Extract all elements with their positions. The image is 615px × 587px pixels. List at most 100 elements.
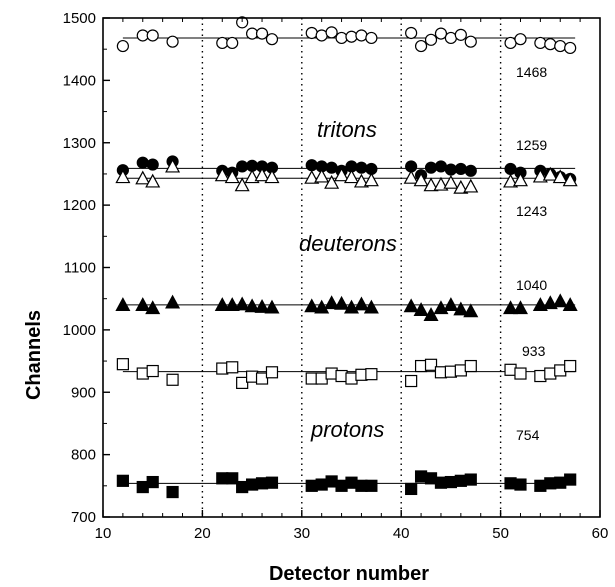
data-point-filled-square — [146, 475, 159, 489]
data-point-open-triangle — [353, 173, 369, 188]
label-1468: 1468 — [516, 64, 547, 80]
data-point-open-triangle — [135, 170, 151, 185]
data-point-filled-triangle — [244, 298, 260, 313]
data-point-filled-triangle — [453, 301, 469, 316]
data-point-open-triangle — [145, 173, 161, 188]
data-point-filled-square — [405, 482, 418, 496]
data-point-filled-circle — [434, 160, 448, 173]
label-protons: protons — [310, 417, 384, 442]
data-point-open-square — [564, 359, 577, 373]
data-point-filled-triangle — [542, 295, 558, 310]
label-tritons: tritons — [317, 117, 377, 142]
fit-lines — [122, 37, 576, 484]
data-point-open-triangle — [244, 169, 260, 184]
data-point-open-square — [365, 368, 378, 381]
data-points — [115, 16, 578, 499]
data-point-filled-circle — [444, 163, 457, 176]
data-point-open-circle — [116, 39, 129, 53]
data-point-open-circle — [265, 33, 279, 46]
y-tick-label-1000: 1000 — [63, 322, 96, 339]
data-point-filled-triangle — [403, 298, 419, 313]
data-point-open-circle — [305, 26, 318, 40]
y-tick-label-1100: 1100 — [64, 260, 96, 277]
data-point-open-triangle — [214, 167, 230, 182]
data-point-open-square — [226, 361, 239, 374]
x-tick-label-20: 20 — [194, 525, 211, 542]
data-point-filled-triangle — [214, 297, 230, 312]
data-point-filled-triangle — [115, 297, 131, 312]
axis-ticks: 10 20 30 40 50 60 700 800 900 1000 1100 1200 1300 140… — [63, 10, 609, 542]
y-axis-title: Channels — [23, 310, 45, 400]
data-point-open-triangle — [254, 167, 270, 182]
data-point-filled-square — [564, 473, 577, 486]
data-point-open-circle — [534, 36, 547, 50]
data-point-open-circle — [464, 35, 477, 48]
data-point-filled-triangle — [503, 300, 519, 315]
data-point-filled-square — [226, 472, 239, 485]
data-point-filled-triangle — [443, 297, 459, 312]
data-point-open-circle — [444, 31, 457, 45]
x-tick-label-40: 40 — [393, 525, 410, 542]
data-point-filled-circle — [424, 161, 438, 174]
data-point-filled-circle — [136, 156, 149, 169]
data-point-filled-triangle — [363, 299, 379, 314]
data-point-open-circle — [335, 31, 348, 45]
data-point-open-triangle — [512, 172, 528, 187]
data-point-open-triangle — [334, 167, 350, 182]
data-point-open-circle — [255, 27, 269, 40]
data-point-filled-triangle — [532, 297, 548, 312]
data-point-filled-triangle — [463, 303, 479, 318]
data-point-open-triangle — [304, 169, 320, 184]
data-point-filled-circle — [305, 159, 318, 172]
y-tick-label-1200: 1200 — [63, 197, 96, 214]
data-point-open-triangle — [433, 176, 449, 191]
x-tick-label-10: 10 — [95, 525, 112, 542]
data-point-filled-triangle — [304, 298, 320, 313]
data-point-open-circle — [424, 33, 438, 46]
data-point-open-triangle — [324, 174, 340, 189]
data-point-filled-square — [166, 485, 179, 499]
data-point-open-triangle — [363, 172, 379, 187]
data-point-open-circle — [544, 38, 557, 51]
label-754: 754 — [516, 427, 540, 443]
data-point-open-triangle — [542, 166, 558, 181]
data-point-filled-triangle — [423, 307, 439, 322]
data-point-open-square — [464, 359, 477, 373]
y-tick-label-700: 700 — [71, 509, 96, 526]
data-point-filled-triangle — [552, 293, 568, 308]
data-point-open-circle — [166, 35, 179, 48]
y-tick-label-1500: 1500 — [63, 10, 96, 27]
data-point-open-square — [166, 373, 179, 386]
data-point-filled-triangle — [334, 295, 350, 310]
data-point-filled-triangle — [234, 296, 250, 311]
data-point-open-triangle — [165, 158, 181, 173]
data-point-filled-square — [365, 479, 378, 492]
data-point-open-triangle — [552, 169, 568, 184]
data-point-filled-triangle — [135, 297, 151, 312]
data-point-open-square — [236, 376, 249, 389]
data-point-open-circle — [325, 26, 338, 39]
data-point-filled-triangle — [413, 302, 429, 317]
data-point-open-triangle — [503, 173, 519, 188]
data-point-open-circle — [355, 29, 368, 42]
data-point-filled-square — [514, 478, 527, 491]
data-point-open-triangle — [562, 172, 578, 187]
data-point-open-circle — [226, 36, 239, 50]
y-tick-label-1400: 1400 — [63, 72, 96, 89]
data-point-filled-triangle — [224, 297, 240, 312]
data-point-filled-triangle — [314, 299, 330, 314]
data-point-open-triangle — [234, 177, 250, 192]
data-point-open-triangle — [423, 177, 439, 192]
dotted-separator-lines — [201, 18, 502, 517]
data-point-open-square — [146, 364, 159, 378]
data-point-open-circle — [514, 33, 527, 46]
data-point-open-square — [514, 367, 527, 380]
y-tick-label-1300: 1300 — [63, 135, 96, 152]
label-1259: 1259 — [516, 137, 547, 153]
data-point-filled-triangle — [562, 297, 578, 312]
data-point-open-circle — [414, 39, 428, 53]
data-point-open-circle — [564, 41, 577, 55]
data-point-open-triangle — [314, 168, 330, 183]
data-point-open-triangle — [224, 169, 240, 184]
